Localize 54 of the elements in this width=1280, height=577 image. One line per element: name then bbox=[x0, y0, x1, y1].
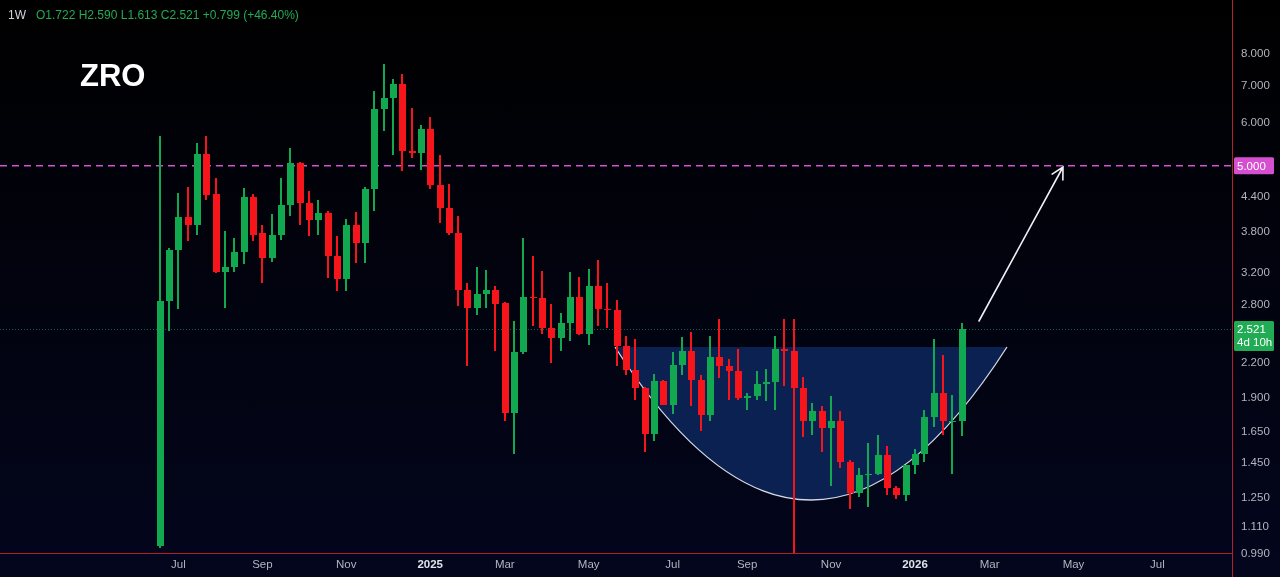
candlestick bbox=[930, 339, 938, 427]
ref-line-label: 2.521 bbox=[1237, 323, 1266, 336]
annotation: O1.722 H2.590 L1.613 C2.521 +0.799 (+46.40%) bbox=[36, 8, 299, 22]
text: 4d 10h bbox=[1237, 336, 1273, 349]
ref-line-label: 5.000 bbox=[1237, 159, 1266, 172]
y-tick-label: 4.400 bbox=[1241, 190, 1270, 203]
y-tick-label: 7.000 bbox=[1241, 79, 1270, 92]
y-tick-label: 6.000 bbox=[1241, 116, 1270, 129]
candlestick bbox=[491, 286, 499, 352]
x-tick-label: Mar bbox=[494, 558, 515, 570]
candlestick bbox=[948, 394, 956, 474]
y-tick-label: 1.450 bbox=[1241, 455, 1270, 468]
x-tick-label: Jul bbox=[1150, 558, 1165, 570]
candlestick bbox=[790, 319, 798, 553]
candlestick bbox=[473, 266, 481, 315]
y-tick-label: 1.650 bbox=[1241, 424, 1270, 437]
candlestick bbox=[547, 303, 555, 364]
candlestick bbox=[762, 368, 770, 401]
x-tick-label: 2026 bbox=[902, 558, 928, 570]
x-tick-label: Mar bbox=[979, 558, 1000, 570]
candlestick bbox=[174, 192, 182, 309]
y-tick-label: 8.000 bbox=[1241, 47, 1270, 60]
candlestick bbox=[184, 186, 192, 241]
y-tick-label: 2.800 bbox=[1241, 298, 1270, 311]
candlestick bbox=[780, 319, 788, 387]
candlestick bbox=[631, 339, 639, 400]
candlestick bbox=[380, 64, 388, 132]
candlestick bbox=[408, 107, 416, 158]
candlestick bbox=[725, 358, 733, 400]
x-tick-label: Jul bbox=[665, 558, 680, 570]
x-tick-label: Nov bbox=[336, 558, 357, 570]
candlestick bbox=[808, 403, 816, 436]
x-tick-label: 2025 bbox=[417, 558, 444, 570]
y-tick-label: 1.110 bbox=[1241, 519, 1269, 532]
candlestick bbox=[463, 283, 471, 367]
candlestick bbox=[715, 319, 723, 378]
y-tick-label: 1.250 bbox=[1241, 491, 1270, 504]
x-tick-label: Jul bbox=[171, 558, 186, 570]
candlestick bbox=[482, 270, 490, 308]
candlestick bbox=[314, 199, 322, 235]
text: 1W bbox=[8, 8, 27, 22]
x-tick-label: May bbox=[1062, 558, 1085, 570]
y-tick-label: 0.990 bbox=[1241, 547, 1270, 559]
x-tick-label: Sep bbox=[736, 558, 758, 570]
x-tick-label: May bbox=[577, 558, 600, 570]
text: ZRO bbox=[80, 58, 146, 93]
x-tick-label: Sep bbox=[252, 558, 273, 570]
y-tick-label: 1.900 bbox=[1241, 391, 1270, 404]
y-tick-label: 2.200 bbox=[1241, 356, 1270, 369]
x-tick-label: Nov bbox=[820, 558, 842, 570]
y-tick-label: 3.800 bbox=[1241, 225, 1270, 238]
candlestick bbox=[389, 78, 397, 155]
y-tick-label: 3.200 bbox=[1241, 266, 1270, 279]
candlestick bbox=[827, 395, 835, 487]
